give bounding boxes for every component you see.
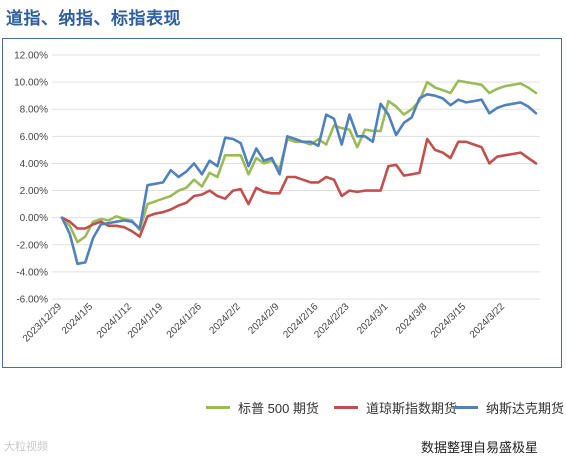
y-tick-label: -6.00% (16, 295, 48, 306)
x-tick-label: 2024/1/26 (165, 301, 205, 341)
y-tick-label: 2.00% (20, 186, 48, 197)
x-tick-label: 2024/1/5 (60, 301, 96, 337)
y-tick-label: -4.00% (16, 267, 48, 278)
series-line-dow (60, 137, 538, 238)
data-source: 数据整理自易盛极星 (420, 440, 538, 455)
y-tick-label: -2.00% (16, 240, 48, 251)
chart-title: 道指、纳指、标指表现 (6, 9, 181, 28)
legend-label-nasdaq: 纳斯达克期货 (486, 401, 565, 416)
watermark: 大粒视频 (4, 441, 48, 453)
series-line-nasdaq (60, 93, 538, 266)
y-tick-label: 10.00% (14, 78, 48, 89)
x-tick-label: 2023/12/29 (21, 301, 64, 344)
x-tick-label: 2024/3/1 (355, 301, 391, 337)
legend-swatch-nasdaq (454, 406, 478, 409)
y-tick-label: 0.00% (20, 213, 48, 224)
legend-label-dow: 道琼斯指数期货 (366, 401, 458, 416)
legend-swatch-dow (334, 406, 358, 409)
y-tick-label: 4.00% (20, 159, 48, 170)
legend-item-sp500: 标普 500 期货 (206, 398, 319, 417)
legend-swatch-sp500 (206, 406, 230, 409)
legend-item-dow: 道琼斯指数期货 (334, 398, 457, 417)
legend: 标普 500 期货 道琼斯指数期货 纳斯达克期货 (0, 398, 566, 420)
series-lines (60, 79, 538, 266)
gridlines (52, 54, 540, 300)
x-tick-label: 2024/3/22 (468, 301, 508, 341)
chart-frame (2, 38, 562, 368)
y-axis: -6.00% -4.00% -2.00% 0.00% 2.00% 4.00% 6.00% 8.… (14, 51, 48, 306)
x-tick-label: 2024/3/15 (429, 301, 469, 341)
y-tick-label: 6.00% (20, 132, 48, 143)
x-tick-label: 2024/3/8 (394, 301, 430, 337)
y-tick-label: 8.00% (20, 105, 48, 116)
x-tick-label: 2024/2/2 (208, 301, 244, 337)
legend-label-sp500: 标普 500 期货 (238, 401, 319, 416)
y-tick-label: 12.00% (14, 51, 48, 62)
x-tick-label: 2024/2/9 (246, 301, 282, 337)
legend-item-nasdaq: 纳斯达克期货 (454, 398, 564, 417)
